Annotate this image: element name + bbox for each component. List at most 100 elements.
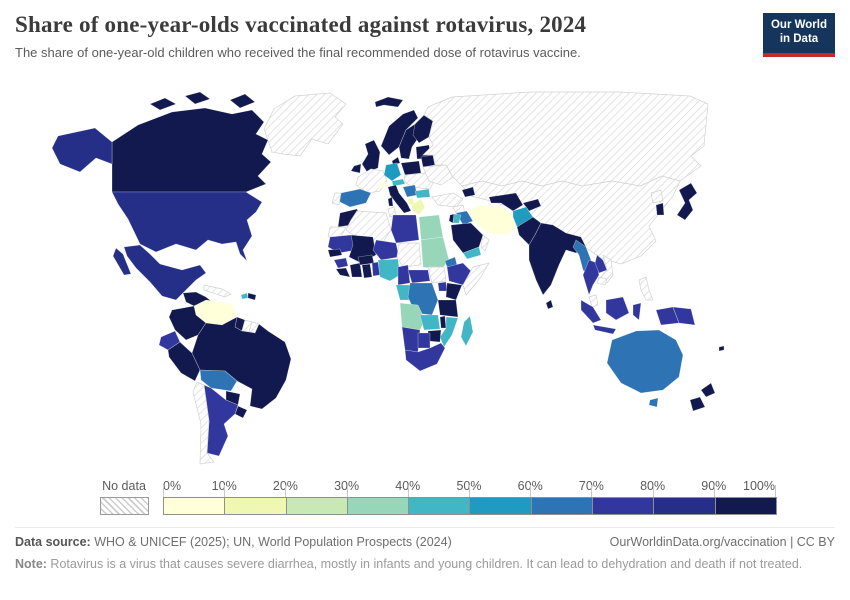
country-greece[interactable]: Greece [410,198,426,216]
country-madagascar[interactable]: Madagascar [460,315,474,347]
legend-bin-0-10[interactable] [164,498,226,514]
country-united-kingdom[interactable]: United Kingdom [361,139,381,173]
country-south-korea[interactable]: South Korea [655,202,665,216]
country-russia[interactable]: Russia [422,91,709,187]
country-sudan[interactable]: Sudan [420,236,450,271]
country-indonesia[interactable]: Indonesia [592,324,617,335]
country-new-zealand[interactable]: New Zealand [700,382,716,398]
country-oman[interactable]: Oman [480,234,490,252]
legend-bin-70-80[interactable] [593,498,655,514]
country-belarus[interactable]: Belarus [420,154,436,168]
country-yemen[interactable]: Yemen [462,246,482,260]
country-botswana[interactable]: Botswana [417,332,431,349]
legend-bin-20-30[interactable] [286,498,348,514]
country-namibia[interactable]: Namibia [401,326,421,353]
legend-bin-60-70[interactable] [531,498,594,514]
country-mexico[interactable]: Mexico [112,247,132,276]
country-indonesia[interactable]: Indonesia [605,296,630,321]
country-tanzania[interactable]: Tanzania [437,299,459,318]
country-haiti[interactable]: Haiti [240,292,249,300]
country-canada[interactable]: Canada [149,97,177,111]
country-malaysia[interactable]: Malaysia [588,294,599,308]
country-switzerland[interactable]: Switzerland [377,181,389,189]
country-bulgaria[interactable]: Bulgaria [414,188,431,199]
country-somalia[interactable]: Somalia [462,262,490,296]
country-chad[interactable]: Chad [396,242,422,268]
country-sri-lanka[interactable]: Sri Lanka [545,299,554,310]
legend-bin-40-50[interactable] [409,498,471,514]
country-guinea[interactable]: Guinea [333,257,349,269]
country-south-africa[interactable]: South Africa [404,342,446,372]
country-canada[interactable]: Canada [184,91,211,105]
country-canada[interactable]: Canada [229,93,256,109]
country-albania[interactable]: Albania [407,197,415,205]
country-north-korea[interactable]: North Korea [650,189,664,204]
country-mauritania[interactable]: Mauritania [327,234,357,254]
country-turkey[interactable]: Turkey [431,192,464,208]
country-india[interactable]: India [528,222,587,296]
legend-bin-30-40[interactable] [347,498,410,514]
legend-bin-90-100[interactable] [715,498,776,514]
country-south-sudan[interactable]: South Sudan [427,266,447,284]
country-dominican-republic[interactable]: Dominican Republic [247,292,257,301]
country-iceland[interactable]: Iceland [374,96,404,108]
country-greenland[interactable]: Greenland [263,92,347,157]
country-vietnam[interactable]: Vietnam [600,254,614,284]
legend-bin-50-60[interactable] [470,498,532,514]
country-cameroon[interactable]: Cameroon [397,264,411,286]
country-spain[interactable]: Spain [337,188,372,208]
country-philippines[interactable]: Philippines [638,276,654,301]
country-burkina-faso[interactable]: Burkina Faso [357,254,375,266]
country-kenya[interactable]: Kenya [445,282,463,301]
country-niger[interactable]: Niger [372,239,400,261]
country-central-african-republic[interactable]: Central African Republic [407,269,431,284]
country-indonesia[interactable]: Indonesia [632,302,642,321]
country-cuba[interactable]: Cuba [203,284,232,298]
country-cambodia[interactable]: Cambodia [596,276,608,286]
license-link[interactable]: OurWorldinData.org/vaccination | CC BY [609,535,835,549]
country-austria[interactable]: Austria [391,178,406,187]
country-laos[interactable]: Laos [594,254,608,274]
country-alaska[interactable]: United States (Alaska) [51,127,113,173]
country-caucasus[interactable]: Georgia, Azerbaijan [461,186,476,198]
country-sierra-leone-liberia[interactable]: Sierra Leone, Liberia [335,267,351,278]
country-senegal[interactable]: Senegal [327,248,343,258]
country-cote-divoire[interactable]: Côte d'Ivoire [349,262,363,278]
country-australia[interactable]: Australia [648,397,659,408]
country-denmark[interactable]: Denmark [391,156,401,166]
country-new-zealand[interactable]: New Zealand [689,396,706,412]
country-jordan[interactable]: Jordan [452,213,462,224]
country-uruguay[interactable]: Uruguay [234,405,248,419]
country-tajikistan-kyrgyzstan[interactable]: Tajikistan, Kyrgyzstan [522,198,542,212]
country-fiji[interactable]: Fiji [718,345,725,352]
legend-bin-80-90[interactable] [654,498,716,514]
country-mexico[interactable]: Mexico [123,244,207,301]
country-chile[interactable]: Chile [192,381,215,465]
country-indonesia[interactable]: Indonesia [580,299,602,324]
country-poland[interactable]: Poland [400,160,422,176]
country-canada[interactable]: Canada [111,107,272,193]
country-australia[interactable]: Australia [606,329,684,394]
no-data-swatch[interactable] [100,497,149,515]
country-nigeria[interactable]: Nigeria [377,258,401,282]
country-peru[interactable]: Peru [167,341,201,382]
legend-tick-mark [591,485,593,497]
country-united-states[interactable]: United States [111,191,263,262]
country-egypt[interactable]: Egypt [418,214,444,241]
country-papua-new-guinea[interactable]: Papua New Guinea [672,306,696,326]
legend-bin-10-20[interactable] [225,498,287,514]
country-ireland[interactable]: Ireland [350,163,362,174]
country-angola[interactable]: Angola [399,302,426,331]
footnote-text: Rotavirus is a virus that causes severe … [46,557,803,571]
country-libya[interactable]: Libya [390,214,420,244]
country-portugal[interactable]: Portugal [331,192,342,206]
country-uganda[interactable]: Uganda [437,281,448,292]
country-norway[interactable]: Norway [380,109,419,156]
country-germany[interactable]: Germany [383,162,402,182]
country-italy[interactable]: Italy [387,196,394,207]
country-japan[interactable]: Japan [676,182,698,221]
country-bolivia[interactable]: Bolivia [199,369,238,392]
country-ghana[interactable]: Ghana [361,263,373,279]
country-zambia[interactable]: Zambia [419,314,441,331]
country-malawi[interactable]: Malawi [439,315,447,329]
